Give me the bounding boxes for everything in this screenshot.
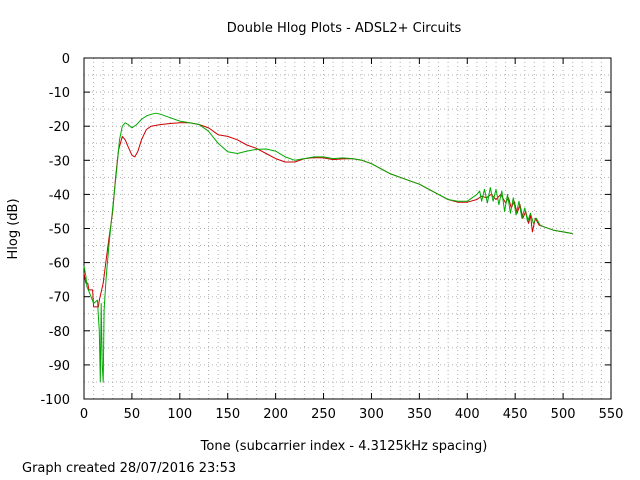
x-tick-label: 250	[311, 407, 336, 422]
y-tick-label: -20	[49, 120, 70, 135]
chart-title: Double Hlog Plots - ADSL2+ Circuits	[227, 21, 462, 36]
x-tick-label: 0	[80, 407, 88, 422]
y-tick-label: -90	[49, 359, 70, 374]
grid-lines	[84, 58, 611, 399]
y-tick-label: -70	[49, 291, 70, 306]
y-tick-label: -10	[49, 86, 70, 101]
y-tick-label: -40	[49, 188, 70, 203]
y-tick-label: -50	[49, 223, 70, 238]
x-tick-label: 500	[551, 407, 576, 422]
y-tick-label: -30	[49, 154, 70, 169]
y-tick-label: -100	[40, 393, 70, 408]
footer-timestamp: Graph created 28/07/2016 23:53	[22, 461, 236, 476]
x-tick-label: 50	[124, 407, 141, 422]
x-tick-label: 450	[503, 407, 528, 422]
x-tick-label: 100	[167, 407, 192, 422]
x-tick-label: 400	[455, 407, 480, 422]
x-tick-label: 350	[407, 407, 432, 422]
x-tick-label: 550	[599, 407, 624, 422]
series-layer	[83, 112, 573, 383]
y-tick-label: -60	[49, 257, 70, 272]
axis-ticks: 0 50 100 150 200 250 300 350 400 450 500 550 0 -10 -20…	[40, 52, 623, 422]
x-tick-label: 300	[359, 407, 384, 422]
y-tick-label: -80	[49, 325, 70, 340]
x-axis-label: Tone (subcarrier index - 4.3125kHz spaci…	[200, 439, 488, 454]
x-tick-label: 150	[215, 407, 240, 422]
y-axis-label: Hlog (dB)	[6, 198, 21, 259]
x-tick-label: 200	[263, 407, 288, 422]
series-line-2	[83, 112, 573, 383]
y-tick-label: 0	[62, 52, 70, 67]
